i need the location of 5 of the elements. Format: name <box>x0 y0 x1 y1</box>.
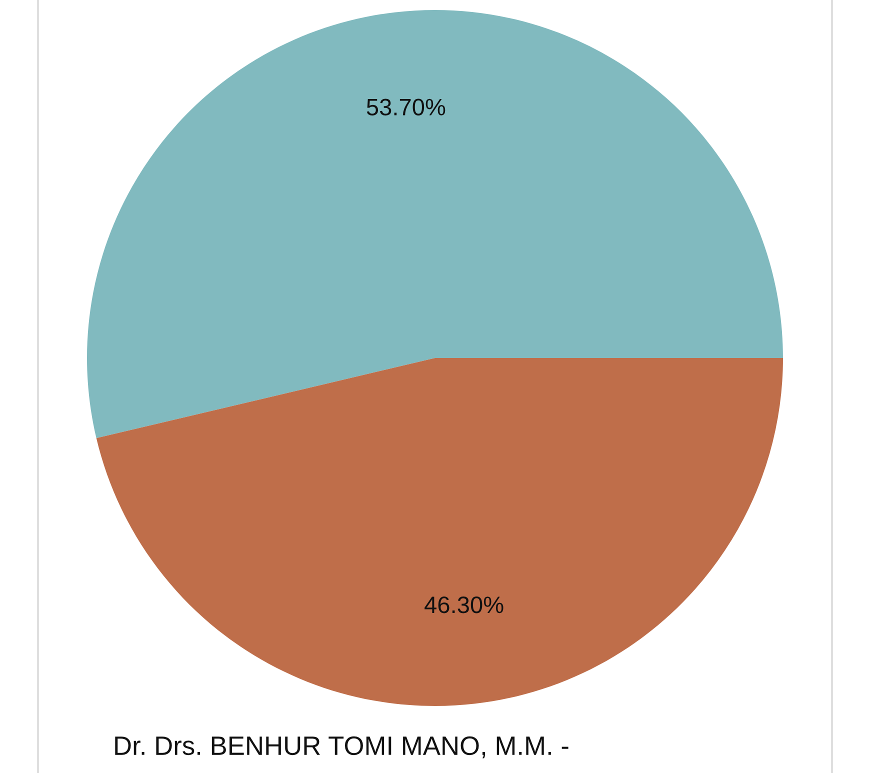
data-label: 53.70% <box>366 98 446 116</box>
data-label: 46.30% <box>424 596 504 614</box>
pie-slice <box>96 358 783 706</box>
pie-slice <box>87 10 783 438</box>
text: Dr. Drs. BENHUR TOMI MANO, M.M. - <box>115 736 568 758</box>
